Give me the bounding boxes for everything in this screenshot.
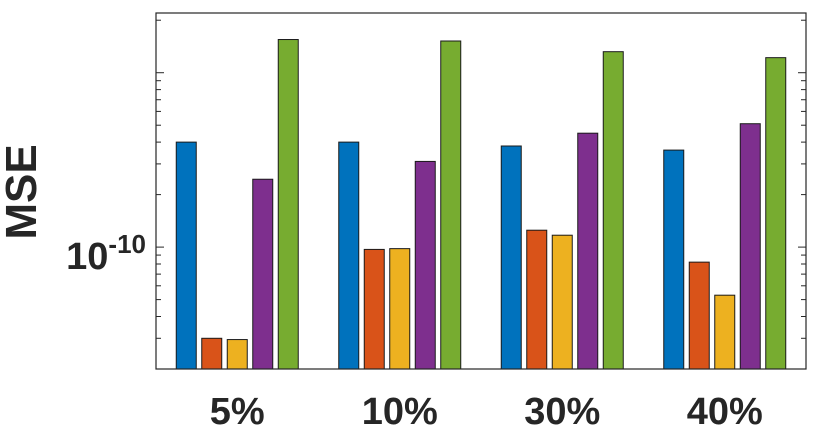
bar-10pct-series-3	[389, 248, 411, 370]
y-tick-label: 10-10	[66, 229, 146, 278]
bar-30pct-series-3	[551, 234, 573, 370]
bar-10pct-series-2	[363, 248, 385, 370]
ticks-group	[156, 19, 806, 370]
bar-30pct-series-1	[500, 145, 522, 370]
x-tick-labels: 5% 10% 30% 40%	[210, 391, 763, 428]
bar-5pct-series-4	[252, 178, 274, 370]
y-tick-label-exponent: -10	[108, 229, 146, 259]
bar-10pct-series-1	[338, 141, 360, 370]
bar-40pct-series-5	[765, 57, 787, 370]
bar-30pct-series-5	[602, 51, 624, 370]
bar-40pct-series-3	[714, 294, 736, 370]
y-axis-label: MSE	[0, 144, 46, 239]
bar-5pct-series-5	[277, 39, 299, 370]
bars-group	[175, 39, 787, 370]
x-tick-label: 40%	[687, 391, 763, 428]
bar-40pct-series-2	[688, 261, 710, 370]
bar-5pct-series-3	[226, 339, 248, 370]
x-tick-label: 5%	[210, 391, 265, 428]
axes-box	[155, 12, 807, 370]
x-tick-label: 10%	[362, 391, 438, 428]
y-tick-label-base: 10	[66, 236, 108, 278]
bar-10pct-series-4	[414, 160, 436, 370]
x-tick-label: 30%	[524, 391, 600, 428]
bar-5pct-series-1	[175, 141, 197, 370]
bar-5pct-series-2	[201, 337, 223, 370]
bar-30pct-series-2	[526, 229, 548, 370]
bar-40pct-series-1	[663, 149, 685, 370]
bar-40pct-series-4	[739, 123, 761, 370]
bar-30pct-series-4	[577, 132, 599, 370]
bar-10pct-series-5	[440, 40, 462, 370]
